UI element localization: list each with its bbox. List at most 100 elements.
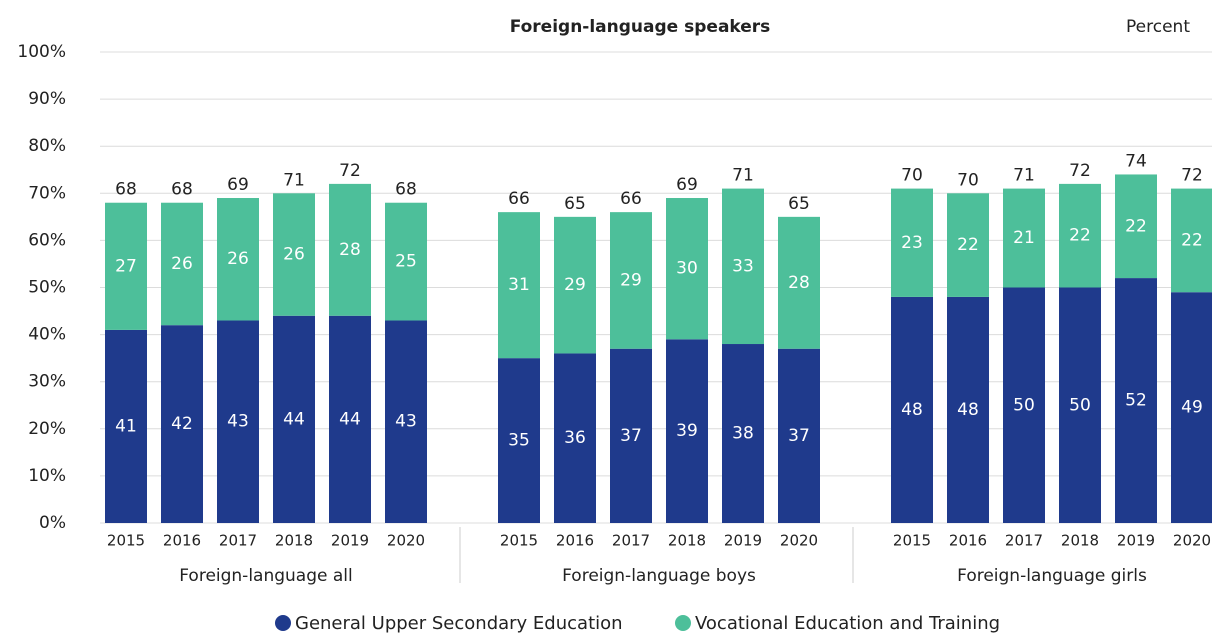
- segment-label: 50: [1013, 395, 1035, 415]
- y-tick-label: 60%: [28, 230, 66, 250]
- group-label: Foreign-language all: [179, 566, 353, 586]
- segment-label: 26: [283, 245, 305, 265]
- segment-label: 26: [227, 249, 249, 269]
- y-tick-label: 10%: [28, 466, 66, 486]
- total-label: 74: [1125, 151, 1147, 171]
- group-label: Foreign-language boys: [562, 566, 756, 586]
- bar-segment: [947, 193, 989, 297]
- bar-segment: [273, 315, 315, 523]
- segment-label: 49: [1181, 398, 1203, 418]
- x-tick-label: 2017: [1005, 532, 1043, 550]
- total-label: 72: [1181, 166, 1203, 186]
- legend-marker: [675, 615, 691, 631]
- bar-segment: [329, 183, 371, 316]
- segment-label: 52: [1125, 391, 1147, 411]
- total-label: 69: [227, 175, 249, 195]
- legend-label: General Upper Secondary Education: [295, 613, 623, 634]
- x-tick-label: 2020: [387, 532, 425, 550]
- bar-segment: [217, 320, 259, 523]
- total-label: 65: [564, 194, 586, 214]
- total-label: 68: [171, 180, 193, 200]
- bar-segment: [385, 320, 427, 523]
- x-tick-label: 2015: [107, 532, 145, 550]
- bar-segment: [329, 315, 371, 523]
- segment-label: 29: [564, 275, 586, 295]
- segment-label: 31: [508, 275, 530, 295]
- bar-segment: [554, 353, 596, 523]
- legend-label: Vocational Education and Training: [695, 613, 1000, 634]
- x-tick-label: 2019: [724, 532, 762, 550]
- chart-title: Foreign-language speakers: [510, 17, 771, 37]
- segment-label: 29: [620, 270, 642, 290]
- bar-segment: [217, 198, 259, 321]
- total-label: 72: [339, 161, 361, 181]
- total-label: 70: [901, 166, 923, 186]
- segment-label: 48: [957, 400, 979, 420]
- bar-segment: [554, 216, 596, 354]
- segment-label: 42: [171, 414, 193, 434]
- segment-label: 43: [395, 412, 417, 432]
- segment-label: 50: [1069, 395, 1091, 415]
- segment-label: 36: [564, 428, 586, 448]
- bar-segment: [891, 296, 933, 523]
- segment-label: 28: [788, 273, 810, 293]
- bar-segment: [1171, 292, 1212, 523]
- bar-segment: [1059, 287, 1101, 523]
- y-tick-label: 20%: [28, 419, 66, 439]
- total-label: 68: [395, 180, 417, 200]
- x-tick-label: 2017: [219, 532, 257, 550]
- x-tick-label: 2019: [331, 532, 369, 550]
- legend-marker: [275, 615, 291, 631]
- x-tick-label: 2018: [668, 532, 706, 550]
- bar-segment: [385, 202, 427, 321]
- segment-label: 33: [732, 256, 754, 276]
- segment-label: 22: [1069, 226, 1091, 246]
- segment-label: 30: [676, 259, 698, 279]
- total-label: 69: [676, 175, 698, 195]
- total-label: 66: [620, 189, 642, 209]
- x-tick-label: 2020: [1173, 532, 1211, 550]
- x-tick-label: 2020: [780, 532, 818, 550]
- y-tick-label: 100%: [17, 42, 66, 62]
- segment-label: 43: [227, 412, 249, 432]
- segment-label: 21: [1013, 228, 1035, 248]
- total-label: 71: [1013, 166, 1035, 186]
- segment-label: 22: [1125, 216, 1147, 236]
- bar-segment: [1171, 188, 1212, 293]
- segment-label: 22: [1181, 230, 1203, 250]
- y-tick-label: 70%: [28, 183, 66, 203]
- bar-segment: [1115, 174, 1157, 279]
- total-label: 71: [283, 170, 305, 190]
- y-tick-label: 30%: [28, 372, 66, 392]
- bar-segment: [161, 325, 203, 523]
- bar-segment: [1059, 183, 1101, 288]
- bar-segment: [610, 212, 652, 349]
- segment-label: 48: [901, 400, 923, 420]
- bar-segment: [947, 296, 989, 523]
- bar-segment: [273, 193, 315, 316]
- x-tick-label: 2018: [1061, 532, 1099, 550]
- bar-segment: [778, 216, 820, 349]
- segment-label: 23: [901, 233, 923, 253]
- bar-segment: [105, 329, 147, 523]
- y-tick-label: 80%: [28, 136, 66, 156]
- segment-label: 27: [115, 256, 137, 276]
- segment-label: 38: [732, 424, 754, 444]
- y-tick-label: 50%: [28, 278, 66, 298]
- unit-label: Percent: [1126, 17, 1190, 37]
- bar-segment: [105, 202, 147, 330]
- bar-segment: [1003, 287, 1045, 523]
- segment-label: 35: [508, 431, 530, 451]
- bar-segment: [778, 348, 820, 523]
- segment-label: 28: [339, 240, 361, 260]
- bar-segment: [1115, 278, 1157, 523]
- segment-label: 44: [339, 409, 361, 429]
- segment-label: 25: [395, 252, 417, 272]
- total-label: 66: [508, 189, 530, 209]
- x-tick-label: 2019: [1117, 532, 1155, 550]
- bar-segment: [610, 348, 652, 523]
- segment-label: 41: [115, 416, 137, 436]
- x-tick-label: 2018: [275, 532, 313, 550]
- total-label: 71: [732, 166, 754, 186]
- x-tick-label: 2016: [556, 532, 594, 550]
